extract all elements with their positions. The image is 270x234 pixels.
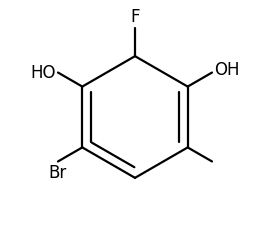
Text: OH: OH [214,61,240,79]
Text: Br: Br [49,164,67,182]
Text: F: F [130,8,140,26]
Text: HO: HO [30,64,56,81]
